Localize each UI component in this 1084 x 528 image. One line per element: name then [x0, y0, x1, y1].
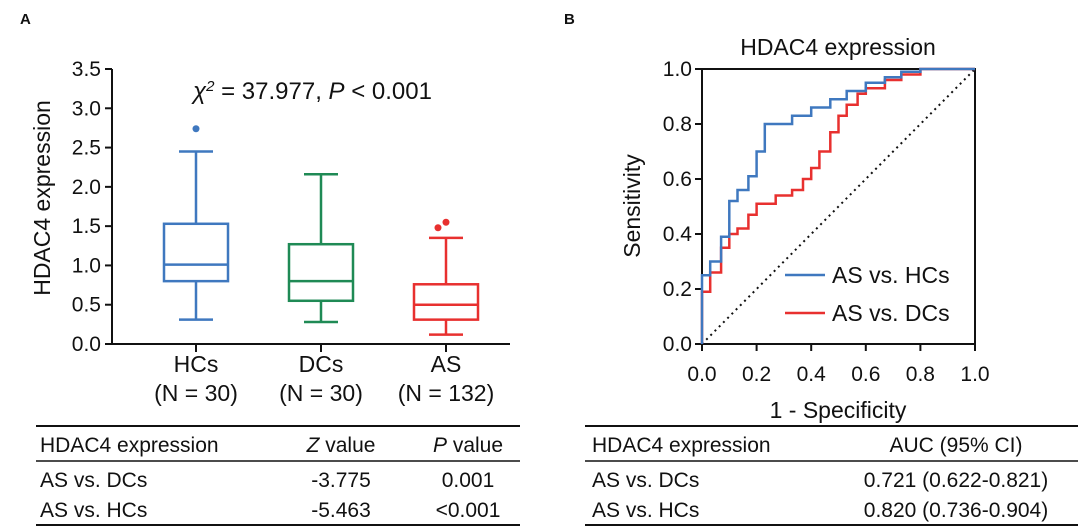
roc-y-tick-label: 0.0	[663, 333, 692, 356]
table-a-header-z-rest: value	[319, 434, 375, 457]
roc-title: HDAC4 expression	[740, 34, 936, 60]
roc-x-tick-label: 0.4	[797, 363, 827, 386]
table-b-row2-auc: 0.820 (0.736-0.904)	[864, 499, 1048, 522]
panel-b-label: B	[564, 11, 575, 28]
boxplot-y-tick-label: 1.5	[72, 215, 101, 238]
roc-x-tick-label: 0.8	[906, 363, 935, 386]
outlier-point	[192, 125, 200, 133]
table-a-header-group: HDAC4 expression	[40, 434, 219, 457]
roc-y-tick-label: 0.6	[663, 168, 692, 191]
table-b-row2-group: AS vs. HCs	[592, 499, 699, 522]
roc-chart: HDAC4 expression 1 - Specificity Sensiti…	[619, 34, 990, 423]
boxplot-y-tick-label: 3.0	[72, 97, 101, 120]
roc-plot-frame	[701, 68, 976, 345]
table-b-header-group: HDAC4 expression	[592, 434, 771, 457]
table-a-header-p: P value	[433, 434, 503, 457]
table-a-row2-group: AS vs. HCs	[40, 499, 147, 522]
roc-curve-as-vs-dcs	[700, 67, 975, 344]
table-a-row2-p: <0.001	[436, 499, 501, 522]
outlier-point	[442, 218, 450, 226]
roc-y-tick-label: 0.2	[663, 278, 692, 301]
legend-label: AS vs. HCs	[832, 262, 950, 288]
boxplot-y-tick-label: 3.5	[72, 58, 101, 81]
p-value-text: < 0.001	[345, 78, 432, 105]
chi-value-text: = 37.977,	[214, 78, 328, 105]
panel-a-label: A	[20, 11, 31, 28]
box-hcs	[162, 222, 230, 283]
table-a: HDAC4 expression Z value P value AS vs. …	[36, 425, 520, 526]
box-dcs	[287, 242, 355, 303]
p-symbol: P	[329, 78, 345, 105]
chi-symbol: χ	[191, 78, 207, 105]
table-a-row1-z: -3.775	[311, 469, 371, 492]
table-a-row1-group: AS vs. DCs	[40, 469, 147, 492]
roc-reference-diagonal	[701, 68, 976, 345]
table-a-row1-p: 0.001	[442, 469, 495, 492]
group-n-label: (N = 132)	[398, 380, 495, 406]
chi-superscript: 2	[205, 78, 215, 95]
boxplot-y-tick-label: 1.0	[72, 254, 101, 277]
boxplot-y-axis-label: HDAC4 expression	[29, 100, 55, 296]
boxplot-y-tick-label: 2.5	[72, 137, 101, 160]
group-n-label: (N = 30)	[279, 380, 363, 406]
group-label-as: AS	[431, 351, 462, 377]
group-n-label: (N = 30)	[154, 380, 238, 406]
chi-square-annotation: χ2 = 37.977, P < 0.001	[191, 78, 432, 106]
table-b-header-auc: AUC (95% CI)	[889, 434, 1022, 457]
group-label-dcs: DCs	[299, 351, 344, 377]
table-b-row1-group: AS vs. DCs	[592, 469, 699, 492]
roc-x-tick-label: 1.0	[960, 363, 989, 386]
table-b: HDAC4 expression AUC (95% CI) AS vs. DCs…	[585, 425, 1078, 526]
roc-x-tick-label: 0.0	[687, 363, 716, 386]
outlier-point	[434, 224, 442, 232]
boxplot-chart: HDAC4 expression χ2 = 37.977, P < 0.001 …	[29, 58, 510, 406]
roc-curve-as-vs-hcs	[700, 67, 975, 344]
table-a-row2-z: -5.463	[311, 499, 371, 522]
roc-x-tick-label: 0.2	[742, 363, 771, 386]
legend-label: AS vs. DCs	[832, 300, 950, 326]
roc-y-axis-label: Sensitivity	[619, 154, 645, 258]
roc-y-tick-label: 0.8	[663, 113, 692, 136]
box-as	[412, 283, 480, 321]
table-b-row1-auc: 0.721 (0.622-0.821)	[864, 469, 1048, 492]
roc-y-tick-label: 1.0	[663, 58, 692, 81]
roc-x-axis-label: 1 - Specificity	[770, 397, 907, 423]
roc-x-tick-label: 0.6	[851, 363, 880, 386]
roc-y-tick-label: 0.4	[663, 223, 693, 246]
group-label-hcs: HCs	[174, 351, 219, 377]
boxplot-y-tick-label: 0.5	[72, 294, 101, 317]
boxplot-y-tick-label: 0.0	[72, 333, 101, 356]
boxplot-y-tick-label: 2.0	[72, 176, 101, 199]
table-a-header-z: Z value	[306, 434, 376, 457]
